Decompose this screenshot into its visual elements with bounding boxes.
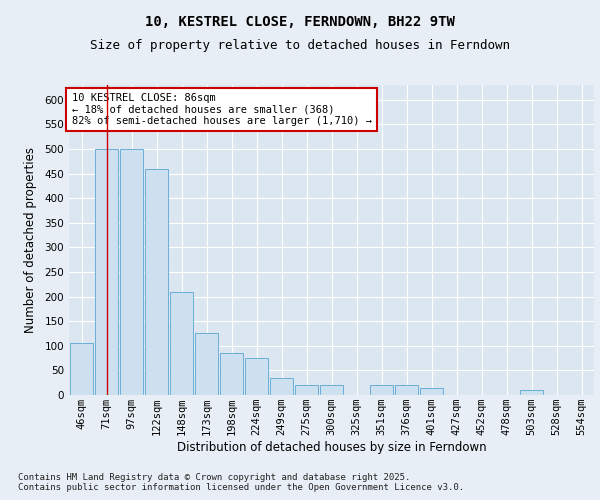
Bar	[95, 149, 118, 395]
Bar	[145, 168, 168, 395]
Bar	[320, 385, 343, 395]
Bar	[245, 358, 268, 395]
Bar	[370, 385, 393, 395]
Y-axis label: Number of detached properties: Number of detached properties	[25, 147, 37, 333]
X-axis label: Distribution of detached houses by size in Ferndown: Distribution of detached houses by size …	[176, 441, 487, 454]
Text: Contains HM Land Registry data © Crown copyright and database right 2025.
Contai: Contains HM Land Registry data © Crown c…	[18, 473, 464, 492]
Bar	[120, 149, 143, 395]
Bar	[170, 292, 193, 395]
Bar	[270, 378, 293, 395]
Bar	[395, 385, 418, 395]
Text: 10 KESTREL CLOSE: 86sqm
← 18% of detached houses are smaller (368)
82% of semi-d: 10 KESTREL CLOSE: 86sqm ← 18% of detache…	[71, 93, 371, 126]
Bar	[70, 344, 93, 395]
Text: 10, KESTREL CLOSE, FERNDOWN, BH22 9TW: 10, KESTREL CLOSE, FERNDOWN, BH22 9TW	[145, 16, 455, 30]
Bar	[520, 390, 543, 395]
Bar	[195, 334, 218, 395]
Text: Size of property relative to detached houses in Ferndown: Size of property relative to detached ho…	[90, 38, 510, 52]
Bar	[420, 388, 443, 395]
Bar	[220, 353, 243, 395]
Bar	[295, 385, 318, 395]
